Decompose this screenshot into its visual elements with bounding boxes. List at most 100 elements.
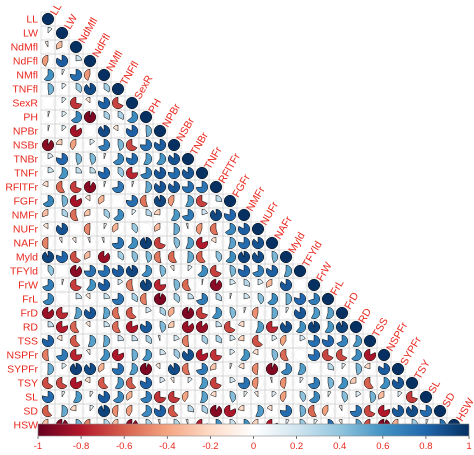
correlation-pie [61,208,69,218]
correlation-pie [173,278,181,291]
diagonal-label: NUFr [258,199,281,227]
diagonal-pie [349,320,363,334]
correlation-pie [280,362,292,376]
correlation-pie [201,278,204,286]
correlation-pie [111,96,124,109]
correlation-pie [168,166,181,180]
correlation-pie [159,320,167,333]
correlation-pie [127,236,139,250]
correlation-pie [185,236,195,250]
correlation-pie [181,390,189,403]
correlation-pie [279,376,287,389]
correlation-pie [139,278,152,292]
correlation-pie [252,348,259,356]
correlation-pie [167,194,175,207]
correlation-pie [43,222,49,230]
correlation-pie [61,362,67,370]
correlation-pie [185,194,195,208]
correlation-pie [42,376,54,390]
correlation-pie [229,278,236,286]
correlation-pie [308,390,320,404]
correlation-pie [363,404,376,418]
correlation-pie [117,166,125,178]
correlation-pie [266,404,273,412]
correlation-pie [85,96,91,104]
correlation-pie [324,320,335,333]
correlation-pie [97,278,111,291]
correlation-pie [56,348,69,362]
correlation-pie [58,236,63,244]
correlation-pie [225,250,237,264]
correlation-pie [377,404,391,418]
correlation-pie [69,194,82,208]
colorbar-tick-label: -1 [34,441,42,452]
correlation-pie [167,250,177,263]
correlation-pie [187,404,195,413]
correlation-pie [73,390,83,403]
correlation-pie [195,194,208,207]
correlation-pie [168,390,180,404]
colorbar-tick-label: 0 [251,441,256,452]
diagonal-labels: LLLWNdMflNdFflNMflTNFflSexRPHNPBrNSBrTNB… [48,1,474,423]
correlation-pie [145,306,152,314]
correlation-pie [131,348,138,362]
diagonal-pie [139,110,153,124]
correlation-pie [83,208,91,217]
diagonal-pie [69,40,83,54]
grid-cell [306,361,322,377]
correlation-pie [307,320,321,333]
correlation-pie [125,152,139,165]
correlation-pie [117,250,125,261]
correlation-pie [69,278,82,291]
correlation-pie [201,334,209,345]
correlation-pie [229,348,236,356]
correlation-pie [154,404,167,418]
correlation-pie [97,390,111,403]
grid-cell [54,263,70,279]
correlation-pie [41,348,49,362]
diagonal-pie [251,222,265,236]
correlation-pie [69,208,79,222]
diagonal-pie [335,306,349,320]
correlation-pie [267,292,279,305]
correlation-pie [173,222,180,236]
row-label: FrD [21,308,39,320]
diagonal-pie [181,152,195,166]
colorbar-tick-label: -0.8 [73,441,89,452]
correlation-pie [47,26,53,34]
row-label: NMFr [12,210,39,222]
correlation-pie [181,348,194,362]
correlation-pie [327,376,335,389]
correlation-pie [153,208,161,216]
correlation-pie [70,110,82,124]
correlation-pie [285,418,290,426]
correlation-pie [41,404,53,418]
correlation-pie [364,348,377,362]
correlation-pie [341,362,346,370]
correlation-pie [113,208,125,221]
diagonal-pie [153,124,167,138]
pie-outline [111,194,124,207]
diagonal-label: NSBr [174,115,197,143]
correlation-pie [228,236,236,250]
correlation-pie [145,180,153,194]
correlation-pie [237,376,251,390]
correlation-pie [61,110,67,118]
correlation-pie [69,376,83,390]
correlation-pie [229,390,237,403]
correlation-pie [167,152,180,166]
correlation-pie [125,404,133,417]
correlation-pie [363,376,374,390]
correlation-pie [97,124,111,137]
row-label: NdFfl [13,56,38,68]
correlation-pie [279,320,293,333]
correlation-pie [327,390,332,398]
correlation-pie [103,222,107,230]
correlation-pie [215,194,223,202]
correlation-pie [145,208,153,217]
correlation-pie [243,278,251,287]
correlation-pie [131,180,135,188]
correlation-pie [355,362,363,375]
correlation-pie [159,376,166,384]
correlation-pie [139,194,148,208]
